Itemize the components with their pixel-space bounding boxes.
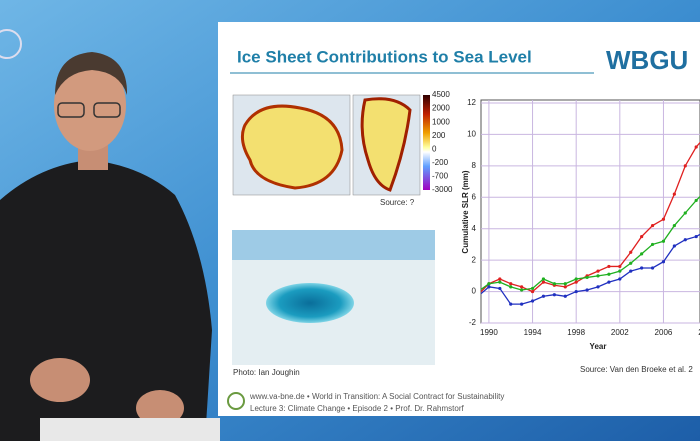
data-point bbox=[618, 277, 622, 281]
meltwater-lake bbox=[266, 283, 354, 323]
data-point bbox=[563, 285, 567, 289]
antarctica-shape bbox=[240, 104, 344, 190]
data-point bbox=[541, 280, 546, 284]
data-point bbox=[574, 289, 578, 294]
data-point bbox=[694, 145, 698, 149]
x-tick-label: 1998 bbox=[567, 328, 585, 337]
data-point bbox=[541, 277, 546, 281]
x-tick-label: 1990 bbox=[480, 328, 498, 337]
data-point bbox=[607, 272, 611, 276]
photo-sky bbox=[232, 230, 435, 260]
data-point bbox=[487, 282, 491, 286]
series-group bbox=[481, 141, 700, 306]
data-point bbox=[640, 234, 644, 239]
chart-source: Source: Van den Broeke et al. 2 bbox=[580, 365, 693, 374]
data-point bbox=[530, 299, 535, 303]
data-point bbox=[618, 264, 622, 269]
data-point bbox=[672, 192, 676, 196]
data-point bbox=[520, 285, 524, 289]
colorbar bbox=[423, 95, 430, 190]
data-point bbox=[640, 252, 644, 256]
data-point bbox=[661, 239, 666, 243]
data-point bbox=[672, 223, 676, 228]
globe-icon bbox=[0, 29, 22, 59]
colorbar-tick-label: 1000 bbox=[432, 117, 450, 126]
data-point bbox=[683, 164, 687, 168]
data-point bbox=[650, 242, 655, 247]
data-point bbox=[661, 217, 666, 221]
presenter bbox=[0, 52, 220, 441]
data-point bbox=[694, 234, 698, 239]
x-tick-label: 2002 bbox=[611, 328, 629, 337]
y-tick-label: 0 bbox=[472, 287, 477, 296]
colorbar-tick-label: 4500 bbox=[432, 90, 450, 99]
data-point bbox=[629, 269, 633, 273]
x-tick-label: 2010 bbox=[698, 328, 700, 337]
greenland-shape bbox=[360, 97, 412, 192]
data-point bbox=[585, 288, 589, 292]
data-point bbox=[629, 261, 633, 265]
map-source: Source: ? bbox=[380, 198, 415, 207]
data-point bbox=[563, 294, 567, 298]
data-point bbox=[487, 285, 491, 289]
data-point bbox=[574, 277, 578, 281]
y-tick-label: 8 bbox=[472, 161, 477, 170]
y-tick-label: 12 bbox=[467, 98, 476, 107]
data-point bbox=[607, 280, 611, 284]
data-point bbox=[650, 223, 655, 228]
photo-caption: Photo: Ian Joughin bbox=[233, 368, 300, 377]
data-point bbox=[563, 282, 567, 286]
data-point bbox=[574, 280, 578, 284]
y-tick-label: 6 bbox=[472, 192, 477, 201]
data-point bbox=[607, 264, 611, 269]
data-point bbox=[683, 238, 687, 242]
data-point bbox=[498, 277, 502, 281]
footer-icon bbox=[227, 392, 245, 410]
y-tick-label: 2 bbox=[472, 255, 477, 264]
data-point bbox=[650, 266, 655, 270]
x-tick-label: 1994 bbox=[524, 328, 542, 337]
data-point bbox=[520, 288, 524, 292]
data-point bbox=[498, 280, 502, 284]
data-point bbox=[694, 198, 698, 203]
colorbar-tick-label: -700 bbox=[432, 172, 449, 181]
colorbar-tick-label: 200 bbox=[432, 131, 446, 140]
data-point bbox=[509, 285, 513, 289]
data-point bbox=[552, 282, 556, 286]
data-point bbox=[509, 282, 513, 286]
data-point bbox=[585, 275, 589, 280]
y-tick-label: 4 bbox=[472, 224, 477, 233]
data-point bbox=[596, 269, 600, 273]
data-point bbox=[541, 294, 546, 298]
data-point bbox=[596, 274, 600, 278]
data-point bbox=[683, 211, 687, 215]
data-point bbox=[672, 244, 676, 248]
footer-line-1: www.va-bne.de • World in Transition: A S… bbox=[249, 392, 504, 401]
slide-title: Ice Sheet Contributions to Sea Level bbox=[237, 47, 532, 66]
data-point bbox=[530, 286, 535, 291]
colorbar-tick-label: -200 bbox=[432, 158, 449, 167]
data-point bbox=[552, 293, 556, 297]
colorbar-tick-label: 0 bbox=[432, 144, 437, 153]
data-point bbox=[661, 260, 666, 264]
colorbar-tick-label: -3000 bbox=[432, 185, 453, 194]
data-point bbox=[520, 302, 524, 306]
x-tick-label: 2006 bbox=[655, 328, 673, 337]
data-point bbox=[498, 286, 502, 291]
data-point bbox=[629, 250, 633, 254]
y-axis-label: Cumulative SLR (mm) bbox=[461, 170, 470, 253]
logo: WBGU bbox=[606, 45, 688, 75]
data-point bbox=[596, 285, 600, 289]
data-point bbox=[618, 269, 622, 273]
y-tick-label: 10 bbox=[467, 130, 476, 139]
data-point bbox=[640, 266, 644, 270]
colorbar-tick-label: 2000 bbox=[432, 104, 450, 113]
x-axis-label: Year bbox=[590, 342, 607, 351]
y-tick-label: -2 bbox=[469, 318, 477, 327]
footer-line-2: Lecture 3: Climate Change • Episode 2 • … bbox=[250, 404, 464, 413]
data-point bbox=[530, 289, 535, 294]
data-point bbox=[509, 302, 513, 306]
